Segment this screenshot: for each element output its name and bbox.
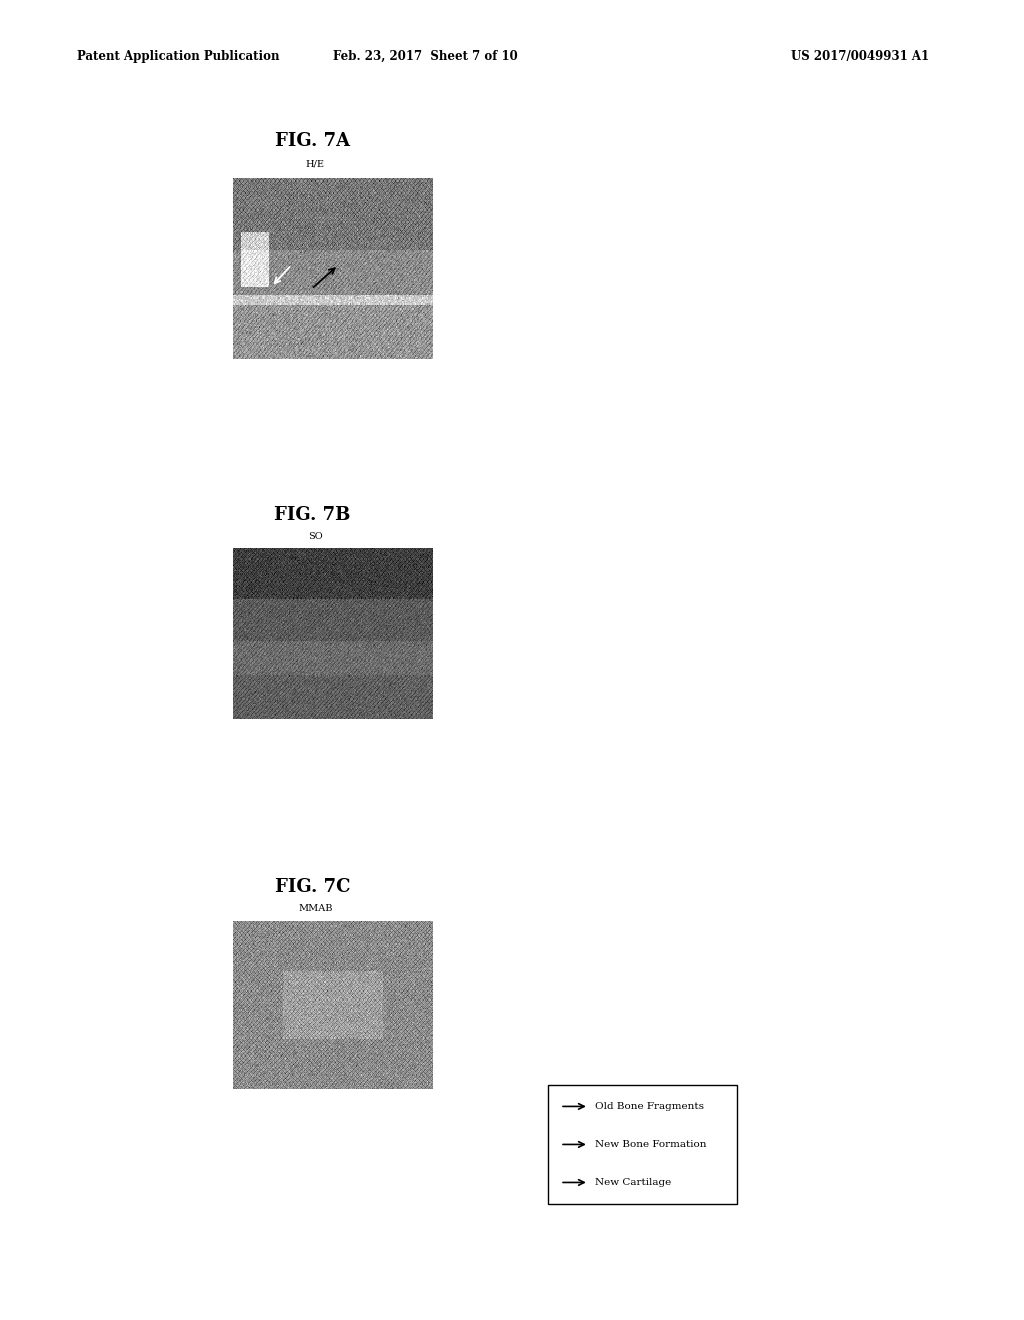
Text: Patent Application Publication: Patent Application Publication: [77, 50, 280, 63]
Text: US 2017/0049931 A1: US 2017/0049931 A1: [792, 50, 929, 63]
Text: Feb. 23, 2017  Sheet 7 of 10: Feb. 23, 2017 Sheet 7 of 10: [333, 50, 517, 63]
Text: H/E: H/E: [306, 160, 325, 169]
Text: FIG. 7B: FIG. 7B: [274, 506, 350, 524]
Text: FIG. 7C: FIG. 7C: [274, 878, 350, 896]
Text: New Bone Formation: New Bone Formation: [595, 1140, 707, 1148]
FancyBboxPatch shape: [548, 1085, 737, 1204]
Text: SO: SO: [308, 532, 323, 541]
Text: Old Bone Fragments: Old Bone Fragments: [595, 1102, 703, 1111]
Text: FIG. 7A: FIG. 7A: [274, 132, 350, 150]
Text: New Cartilage: New Cartilage: [595, 1177, 671, 1187]
Text: MMAB: MMAB: [298, 904, 333, 913]
